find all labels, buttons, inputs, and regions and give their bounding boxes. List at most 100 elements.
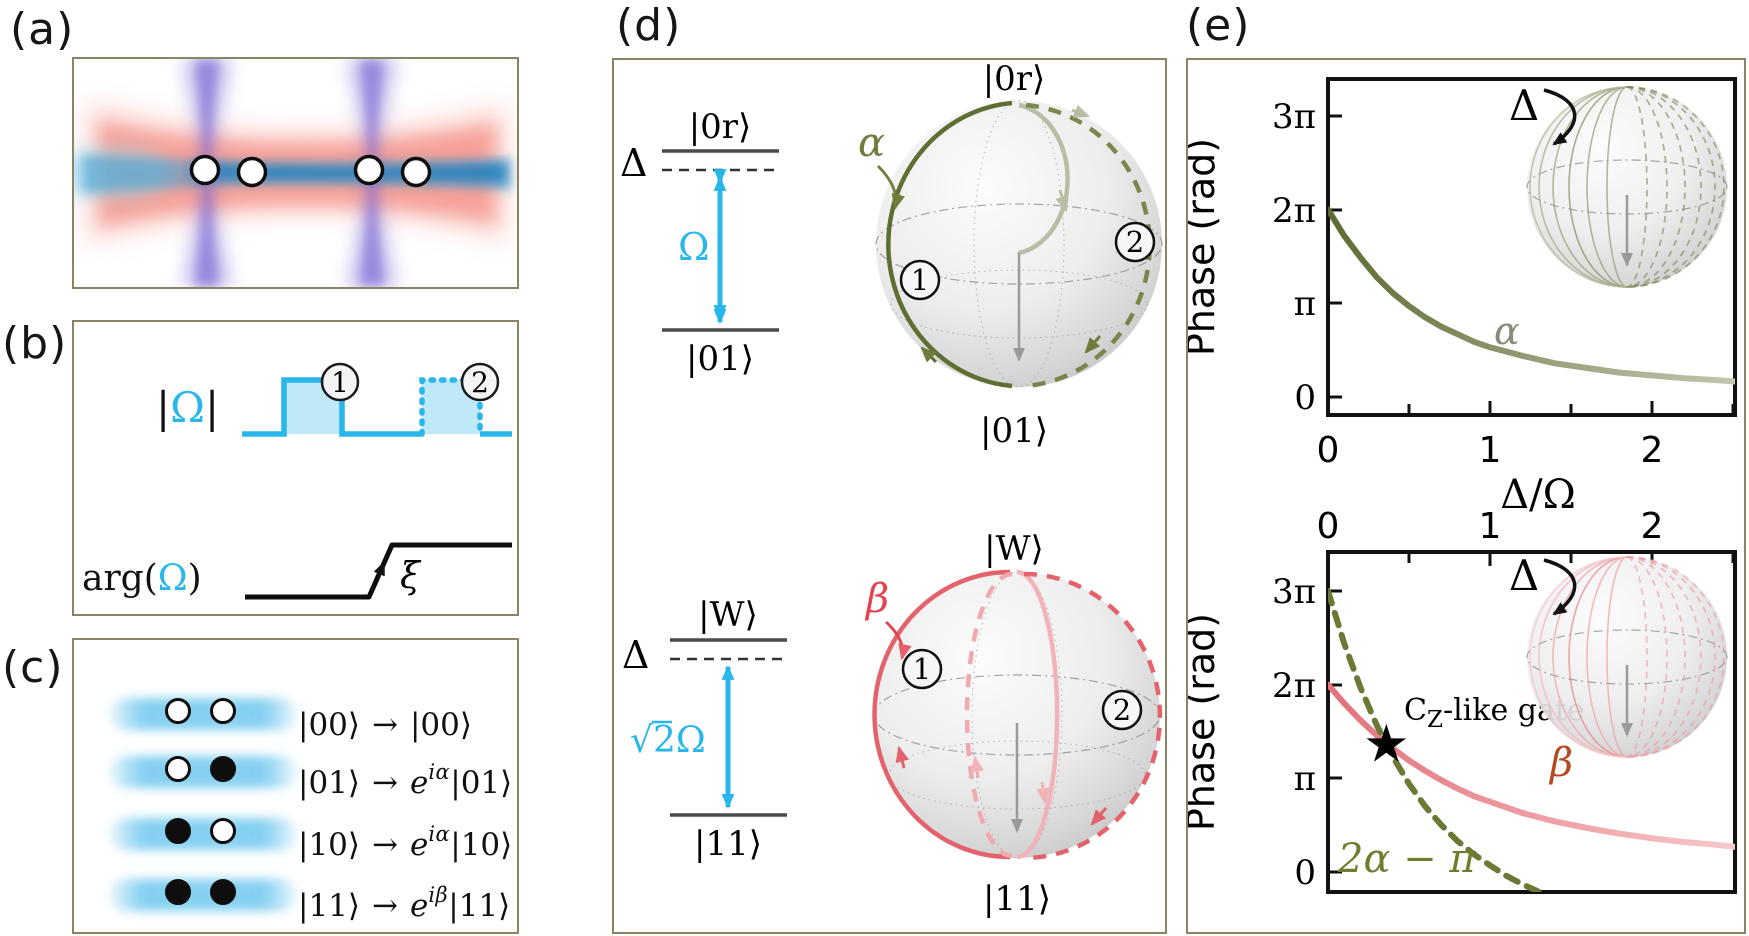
pulse-1-marker: 1 xyxy=(320,362,360,402)
level-diagram-drawing: |0r⟩ Δ Ω |01⟩ |0r⟩ xyxy=(620,60,1163,919)
trajectory-2-dashed xyxy=(1023,571,1163,861)
phase-step-arrow xyxy=(372,561,386,587)
svg-text:2: 2 xyxy=(471,366,489,399)
ytick: π xyxy=(1294,284,1316,324)
panel-d-label: (d) xyxy=(616,0,682,51)
x-axis-label: Δ/Ω xyxy=(1500,472,1576,518)
pulse-sequence-drawing: |Ω| 1 2 arg(Ω) xyxy=(82,362,512,600)
trajectory-2-arrow xyxy=(1084,335,1102,354)
atom xyxy=(236,156,268,188)
trajectory-faded-down xyxy=(1016,569,1060,860)
ytick: 3π xyxy=(1272,572,1316,612)
ytick: 0 xyxy=(1294,853,1316,893)
bloch-sphere-11: |W⟩ 1 2 xyxy=(864,529,1163,919)
xtick: 2 xyxy=(1641,430,1664,471)
svg-text:2: 2 xyxy=(1113,693,1131,727)
state-map-row: |01⟩ → eiα|01⟩ xyxy=(74,741,517,803)
y-axis-label: Phase (rad) xyxy=(1188,613,1223,831)
trajectory-faded-arrow xyxy=(1055,189,1069,213)
panel-b-pulse-sequence: |Ω| 1 2 arg(Ω) xyxy=(72,320,519,616)
trajectory-faded xyxy=(1018,102,1070,256)
rabi-label: √2Ω xyxy=(630,720,706,761)
pulse-2-marker: 2 xyxy=(460,362,500,402)
phase-label: arg(Ω) xyxy=(82,558,202,599)
sphere-north-label: |W⟩ xyxy=(984,529,1044,569)
plot-frame xyxy=(1326,77,1737,417)
rabi-label: Ω xyxy=(678,225,710,269)
phase-jump-label: ξ xyxy=(400,556,422,597)
phase-chart-beta: 0 1 2 0 π 2π 3π Phase (rad) ★ CZ-like ga… xyxy=(1188,506,1737,894)
atom-open-icon xyxy=(210,818,236,844)
two-alpha-minus-pi-curve xyxy=(1328,587,1545,892)
sphere-south-label: |11⟩ xyxy=(983,879,1051,919)
beta-trajectory-label: β xyxy=(864,576,889,622)
y-axis-label: Phase (rad) xyxy=(1188,138,1223,356)
level-diagram-0r: |0r⟩ Δ Ω |01⟩ xyxy=(620,107,779,379)
trajectory-faded-dashed xyxy=(964,571,1013,859)
ytick: π xyxy=(1294,759,1316,799)
atom-open-icon xyxy=(165,756,191,782)
trajectory-1-marker: 1 xyxy=(901,648,943,690)
atom-filled-icon xyxy=(210,879,236,905)
detuning-rotation-arrow xyxy=(1543,88,1577,146)
level-lower-label: |01⟩ xyxy=(686,339,754,379)
ytick: 2π xyxy=(1272,666,1316,706)
panel-a-tweezer-schematic xyxy=(72,57,519,289)
state-map-text: |10⟩ → eiα|10⟩ xyxy=(298,822,513,863)
level-upper-label: |0r⟩ xyxy=(689,107,752,147)
atom xyxy=(400,156,432,188)
trajectory-top-arrow xyxy=(1071,104,1091,118)
panel-e-label: (e) xyxy=(1186,0,1251,51)
sphere-body xyxy=(876,101,1162,387)
xtick: 0 xyxy=(1317,506,1340,547)
state-map-text: |00⟩ → |00⟩ xyxy=(298,707,472,743)
svg-text:1: 1 xyxy=(913,652,931,686)
beta-curve xyxy=(1328,681,1735,850)
tweezer-beams-drawing xyxy=(74,59,512,287)
beta-curve-label: β xyxy=(1548,740,1573,786)
panel-a-label: (a) xyxy=(10,4,75,55)
pulse-2-outline xyxy=(419,377,483,437)
bloch-sphere-01: |0r⟩ 1 xyxy=(858,60,1163,451)
sphere-north-label: |0r⟩ xyxy=(983,60,1046,99)
xtick: 2 xyxy=(1641,506,1664,547)
trajectory-1-marker: 1 xyxy=(899,259,941,301)
sphere-south-label: |01⟩ xyxy=(980,411,1048,451)
atom-filled-icon xyxy=(210,756,236,782)
detuning-label: Δ xyxy=(622,633,649,677)
trajectory-1-solid xyxy=(872,569,1011,860)
state-map-text: |01⟩ → eiα|01⟩ xyxy=(298,760,513,801)
state-map-text: |11⟩ → eiβ|11⟩ xyxy=(298,883,511,924)
alpha-pointer-arrow xyxy=(877,165,905,211)
trajectory-1-arrow xyxy=(895,745,909,769)
blue-beam-icon xyxy=(110,818,296,850)
level-lower-label: |11⟩ xyxy=(694,824,762,864)
atom xyxy=(189,154,221,186)
sphere-meridian xyxy=(973,100,1065,388)
blue-beam-icon xyxy=(110,698,296,730)
alpha-curve-label: α xyxy=(1494,309,1520,353)
atom-open-icon xyxy=(210,698,236,724)
trajectory-1-arrow xyxy=(920,346,938,364)
svg-text:1: 1 xyxy=(911,263,929,297)
alpha-curve xyxy=(1328,206,1735,385)
ytick: 0 xyxy=(1294,378,1316,418)
rabi-amplitude-label: |Ω| xyxy=(156,383,219,432)
state-map-row: |00⟩ → |00⟩ xyxy=(74,683,517,745)
panel-c-truth-table: |00⟩ → |00⟩ |01⟩ → eiα|01⟩ |10⟩ → eiα|10⟩ |11⟩… xyxy=(72,638,519,934)
atom-open-icon xyxy=(165,698,191,724)
panel-e-phase-plots: 0 π 2π 3π 0 1 2 Δ/Ω Phase (rad) α xyxy=(1186,58,1746,934)
atom xyxy=(353,154,385,186)
panel-d-level-diagrams-bloch: |0r⟩ Δ Ω |01⟩ |0r⟩ xyxy=(612,58,1167,934)
atom-filled-icon xyxy=(165,879,191,905)
bloch-fan-inset-olive xyxy=(1526,86,1728,288)
atom-filled-icon xyxy=(165,818,191,844)
pulse-waveform xyxy=(242,377,422,437)
trajectory-faded-dashed-arrow xyxy=(970,755,984,779)
phase-chart-alpha: 0 π 2π 3π 0 1 2 Δ/Ω Phase (rad) α xyxy=(1188,77,1737,518)
ytick: 2π xyxy=(1272,191,1316,231)
state-map-row: |11⟩ → eiβ|11⟩ xyxy=(74,864,517,926)
beta-pointer-arrow xyxy=(885,620,912,661)
trajectory-faded-arrow xyxy=(1036,781,1050,805)
trajectory-2-marker: 2 xyxy=(1114,221,1156,263)
